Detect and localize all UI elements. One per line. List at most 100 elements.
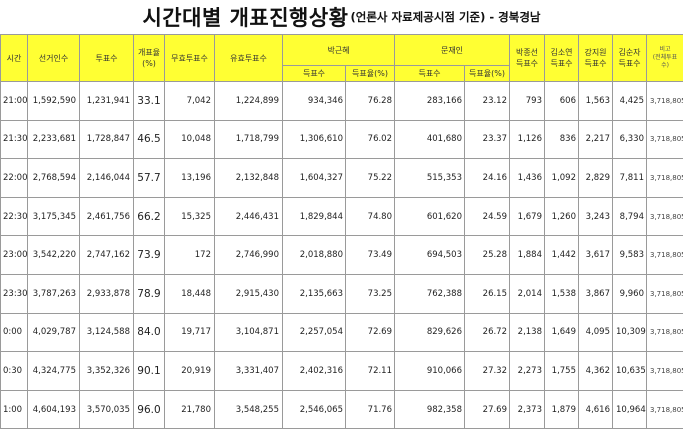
table-cell-time: 21:00 — [1, 82, 28, 121]
table-cell-kang-jw: 3,867 — [579, 274, 613, 313]
table-cell-kang-jw: 4,095 — [579, 313, 613, 352]
table-cell-ref: 3,718,805 — [647, 313, 683, 352]
table-cell-kim-sj: 9,583 — [613, 236, 647, 275]
table-cell-kang-jw: 2,829 — [579, 159, 613, 198]
table-cell-valid: 3,331,407 — [215, 352, 283, 391]
table-cell-moon-rate: 26.15 — [465, 274, 510, 313]
table-cell-invalid: 13,196 — [165, 159, 215, 198]
table-cell-votes: 2,146,044 — [80, 159, 134, 198]
table-cell-electors: 3,787,263 — [28, 274, 80, 313]
table-cell-ref: 3,718,805 — [647, 236, 683, 275]
table-cell-park-votes: 934,346 — [283, 82, 346, 121]
header-park-votes: 득표수 — [283, 66, 346, 82]
table-cell-votes: 1,231,941 — [80, 82, 134, 121]
table-cell-park-rate: 72.69 — [346, 313, 395, 352]
header-ref: 비고 (전체투표수) — [647, 35, 683, 82]
table-cell-time: 23:00 — [1, 236, 28, 275]
table-cell-count-rate: 57.7 — [134, 159, 165, 198]
header-time: 시간 — [1, 35, 28, 82]
table-cell-valid: 2,446,431 — [215, 197, 283, 236]
table-cell-invalid: 21,780 — [165, 390, 215, 429]
table-cell-electors: 2,233,681 — [28, 120, 80, 159]
table-cell-kim-sy: 1,260 — [545, 197, 579, 236]
header-kim-sy: 김소연 득표수 — [545, 35, 579, 82]
table-cell-moon-rate: 27.32 — [465, 352, 510, 391]
table-cell-invalid: 10,048 — [165, 120, 215, 159]
table-cell-kim-sy: 1,538 — [545, 274, 579, 313]
table-cell-valid: 1,224,899 — [215, 82, 283, 121]
table-cell-kim-sj: 9,960 — [613, 274, 647, 313]
table-cell-park-votes: 2,257,054 — [283, 313, 346, 352]
table-cell-moon-votes: 910,066 — [395, 352, 465, 391]
table-cell-invalid: 7,042 — [165, 82, 215, 121]
header-count-rate: 개표율 (%) — [134, 35, 165, 82]
table-cell-park-rate: 73.49 — [346, 236, 395, 275]
table-cell-time: 0:00 — [1, 313, 28, 352]
table-cell-park-rate: 76.28 — [346, 82, 395, 121]
table-cell-electors: 3,542,220 — [28, 236, 80, 275]
table-cell-votes: 1,728,847 — [80, 120, 134, 159]
table-cell-kim-sy: 1,879 — [545, 390, 579, 429]
table-cell-electors: 4,604,193 — [28, 390, 80, 429]
table-cell-kim-sy: 1,649 — [545, 313, 579, 352]
table-cell-kim-sj: 10,309 — [613, 313, 647, 352]
table-cell-kim-sj: 10,635 — [613, 352, 647, 391]
header-votes: 투표수 — [80, 35, 134, 82]
table-cell-park-votes: 1,306,610 — [283, 120, 346, 159]
header-electors: 선거인수 — [28, 35, 80, 82]
table-cell-time: 23:30 — [1, 274, 28, 313]
table-cell-park-js: 1,679 — [510, 197, 545, 236]
table-cell-moon-rate: 23.12 — [465, 82, 510, 121]
table-cell-invalid: 20,919 — [165, 352, 215, 391]
table-cell-park-rate: 74.80 — [346, 197, 395, 236]
table-cell-park-rate: 72.11 — [346, 352, 395, 391]
table-cell-votes: 3,124,588 — [80, 313, 134, 352]
table-cell-moon-votes: 762,388 — [395, 274, 465, 313]
table-cell-invalid: 15,325 — [165, 197, 215, 236]
table-cell-park-votes: 2,135,663 — [283, 274, 346, 313]
header-invalid: 무효투표수 — [165, 35, 215, 82]
table-cell-park-js: 793 — [510, 82, 545, 121]
table-cell-invalid: 19,717 — [165, 313, 215, 352]
table-cell-kim-sy: 1,092 — [545, 159, 579, 198]
header-valid: 유효투표수 — [215, 35, 283, 82]
table-cell-park-js: 2,273 — [510, 352, 545, 391]
table-cell-moon-votes: 829,626 — [395, 313, 465, 352]
table-cell-kang-jw: 2,217 — [579, 120, 613, 159]
table-cell-kim-sy: 836 — [545, 120, 579, 159]
table-cell-invalid: 172 — [165, 236, 215, 275]
table-cell-park-js: 1,884 — [510, 236, 545, 275]
table-cell-kang-jw: 4,616 — [579, 390, 613, 429]
table-cell-count-rate: 84.0 — [134, 313, 165, 352]
table-cell-kang-jw: 1,563 — [579, 82, 613, 121]
table-cell-valid: 2,746,990 — [215, 236, 283, 275]
table-cell-kang-jw: 4,362 — [579, 352, 613, 391]
table-cell-votes: 3,570,035 — [80, 390, 134, 429]
table-cell-electors: 3,175,345 — [28, 197, 80, 236]
table-cell-park-js: 1,436 — [510, 159, 545, 198]
title-main: 시간대별 개표진행상황 — [142, 2, 348, 32]
table-cell-ref: 3,718,805 — [647, 159, 683, 198]
table-cell-moon-votes: 283,166 — [395, 82, 465, 121]
table-cell-ref: 3,718,805 — [647, 390, 683, 429]
table-cell-moon-rate: 27.69 — [465, 390, 510, 429]
table-cell-electors: 1,592,590 — [28, 82, 80, 121]
header-moon-rate: 득표율(%) — [465, 66, 510, 82]
table-cell-moon-rate: 26.72 — [465, 313, 510, 352]
header-candidate-moon: 문재인 — [395, 35, 510, 66]
table-cell-kim-sj: 8,794 — [613, 197, 647, 236]
table-cell-time: 0:30 — [1, 352, 28, 391]
table-cell-kim-sj: 10,964 — [613, 390, 647, 429]
table-cell-park-rate: 75.22 — [346, 159, 395, 198]
table-cell-park-rate: 73.25 — [346, 274, 395, 313]
header-kim-sj: 김순자 득표수 — [613, 35, 647, 82]
table-cell-kim-sy: 606 — [545, 82, 579, 121]
table-cell-moon-votes: 401,680 — [395, 120, 465, 159]
table-cell-valid: 1,718,799 — [215, 120, 283, 159]
